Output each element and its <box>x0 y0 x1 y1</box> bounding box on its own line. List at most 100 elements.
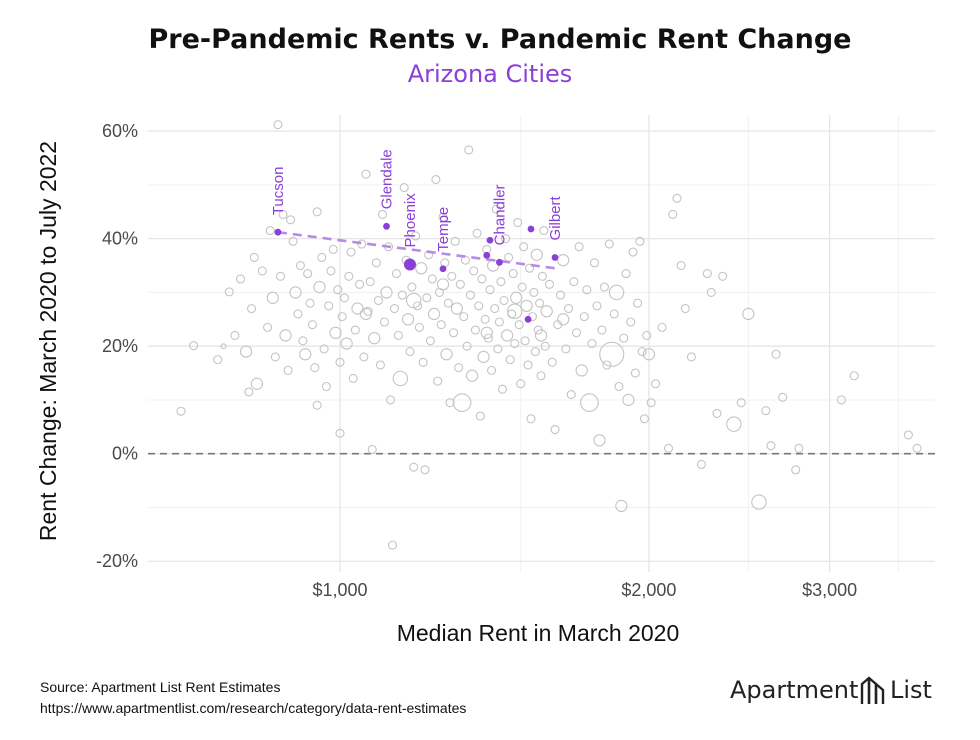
city-point <box>621 269 631 279</box>
city-point <box>736 398 746 408</box>
city-point <box>436 320 446 330</box>
city-point <box>361 169 371 179</box>
apartment-list-logo-icon <box>860 676 885 704</box>
city-point <box>520 336 530 346</box>
city-point <box>346 247 356 257</box>
city-point <box>519 242 529 252</box>
city-point <box>547 357 557 367</box>
city-point <box>470 325 480 335</box>
city-point <box>702 269 712 279</box>
city-point <box>399 183 409 193</box>
city-point <box>329 326 342 339</box>
city-point <box>771 349 781 359</box>
x-tick-label: $2,000 <box>621 580 676 600</box>
city-point <box>431 174 441 185</box>
city-point <box>305 298 315 308</box>
city-point <box>619 333 629 343</box>
city-point <box>657 322 667 332</box>
x-tick-label: $1,000 <box>312 580 367 600</box>
city-point <box>427 307 441 321</box>
highlighted-point <box>403 258 416 271</box>
city-point <box>477 274 487 284</box>
city-point <box>530 347 540 357</box>
city-point <box>529 287 539 297</box>
city-point <box>455 279 465 289</box>
city-point <box>751 494 767 510</box>
highlighted-point <box>274 228 282 236</box>
city-point <box>244 387 254 397</box>
city-point <box>540 341 550 351</box>
city-point <box>213 355 223 365</box>
city-point <box>491 204 501 214</box>
grid-lines <box>148 115 935 572</box>
city-point <box>293 309 303 319</box>
city-point <box>324 301 334 311</box>
city-point <box>696 459 706 470</box>
city-point <box>651 379 661 389</box>
highlighted-point <box>483 251 491 259</box>
city-point <box>642 330 652 340</box>
city-point <box>589 258 600 268</box>
city-point <box>459 312 469 322</box>
city-point <box>443 298 453 308</box>
city-point <box>517 282 527 292</box>
city-point <box>415 262 428 275</box>
y-tick-label: -20% <box>96 551 138 571</box>
city-point <box>436 278 450 291</box>
city-point <box>368 331 381 345</box>
highlighted-point <box>496 258 503 266</box>
city-point <box>508 269 518 279</box>
city-point <box>550 424 560 435</box>
city-point <box>377 209 388 220</box>
highlighted-point <box>527 225 535 233</box>
city-point <box>646 398 656 408</box>
y-axis-tick-labels: -20% 0% 20% 40% 60% <box>96 121 138 571</box>
city-point <box>500 329 514 342</box>
city-point <box>494 317 504 327</box>
trend-line <box>277 230 556 270</box>
city-point <box>761 406 771 416</box>
city-point <box>298 336 308 346</box>
city-point <box>836 395 846 405</box>
city-point <box>514 320 524 330</box>
city-point <box>295 260 305 271</box>
city-point <box>405 347 415 357</box>
city-point <box>580 393 599 412</box>
city-point <box>766 441 776 451</box>
city-point <box>569 277 579 287</box>
city-point <box>496 277 506 287</box>
city-point <box>263 322 273 332</box>
city-point <box>557 254 570 267</box>
highlighted-city-points <box>274 222 559 323</box>
city-point <box>357 239 367 249</box>
city-point <box>465 290 475 300</box>
city-point <box>516 379 526 389</box>
city-point <box>637 347 647 357</box>
city-point <box>599 282 609 292</box>
city-point <box>412 301 423 311</box>
city-point <box>566 390 576 400</box>
city-point <box>587 338 597 349</box>
city-point <box>273 120 283 130</box>
city-point <box>524 263 535 273</box>
city-point <box>270 352 280 362</box>
city-point <box>609 309 619 319</box>
city-point <box>189 341 199 351</box>
city-point <box>626 317 636 327</box>
city-label: Glendale <box>379 149 396 209</box>
city-point <box>718 271 728 281</box>
city-point <box>379 317 390 327</box>
city-point <box>510 338 520 349</box>
city-point <box>504 252 514 263</box>
city-point <box>490 304 500 314</box>
city-point <box>380 286 393 299</box>
city-point <box>462 341 472 351</box>
city-label: Phoenix <box>402 193 419 248</box>
city-point <box>351 302 364 315</box>
city-point <box>392 370 409 387</box>
city-point <box>505 355 515 365</box>
city-point <box>307 320 317 330</box>
city-point <box>499 295 509 306</box>
x-axis-tick-labels: $1,000 $2,000 $3,000 <box>312 580 857 600</box>
